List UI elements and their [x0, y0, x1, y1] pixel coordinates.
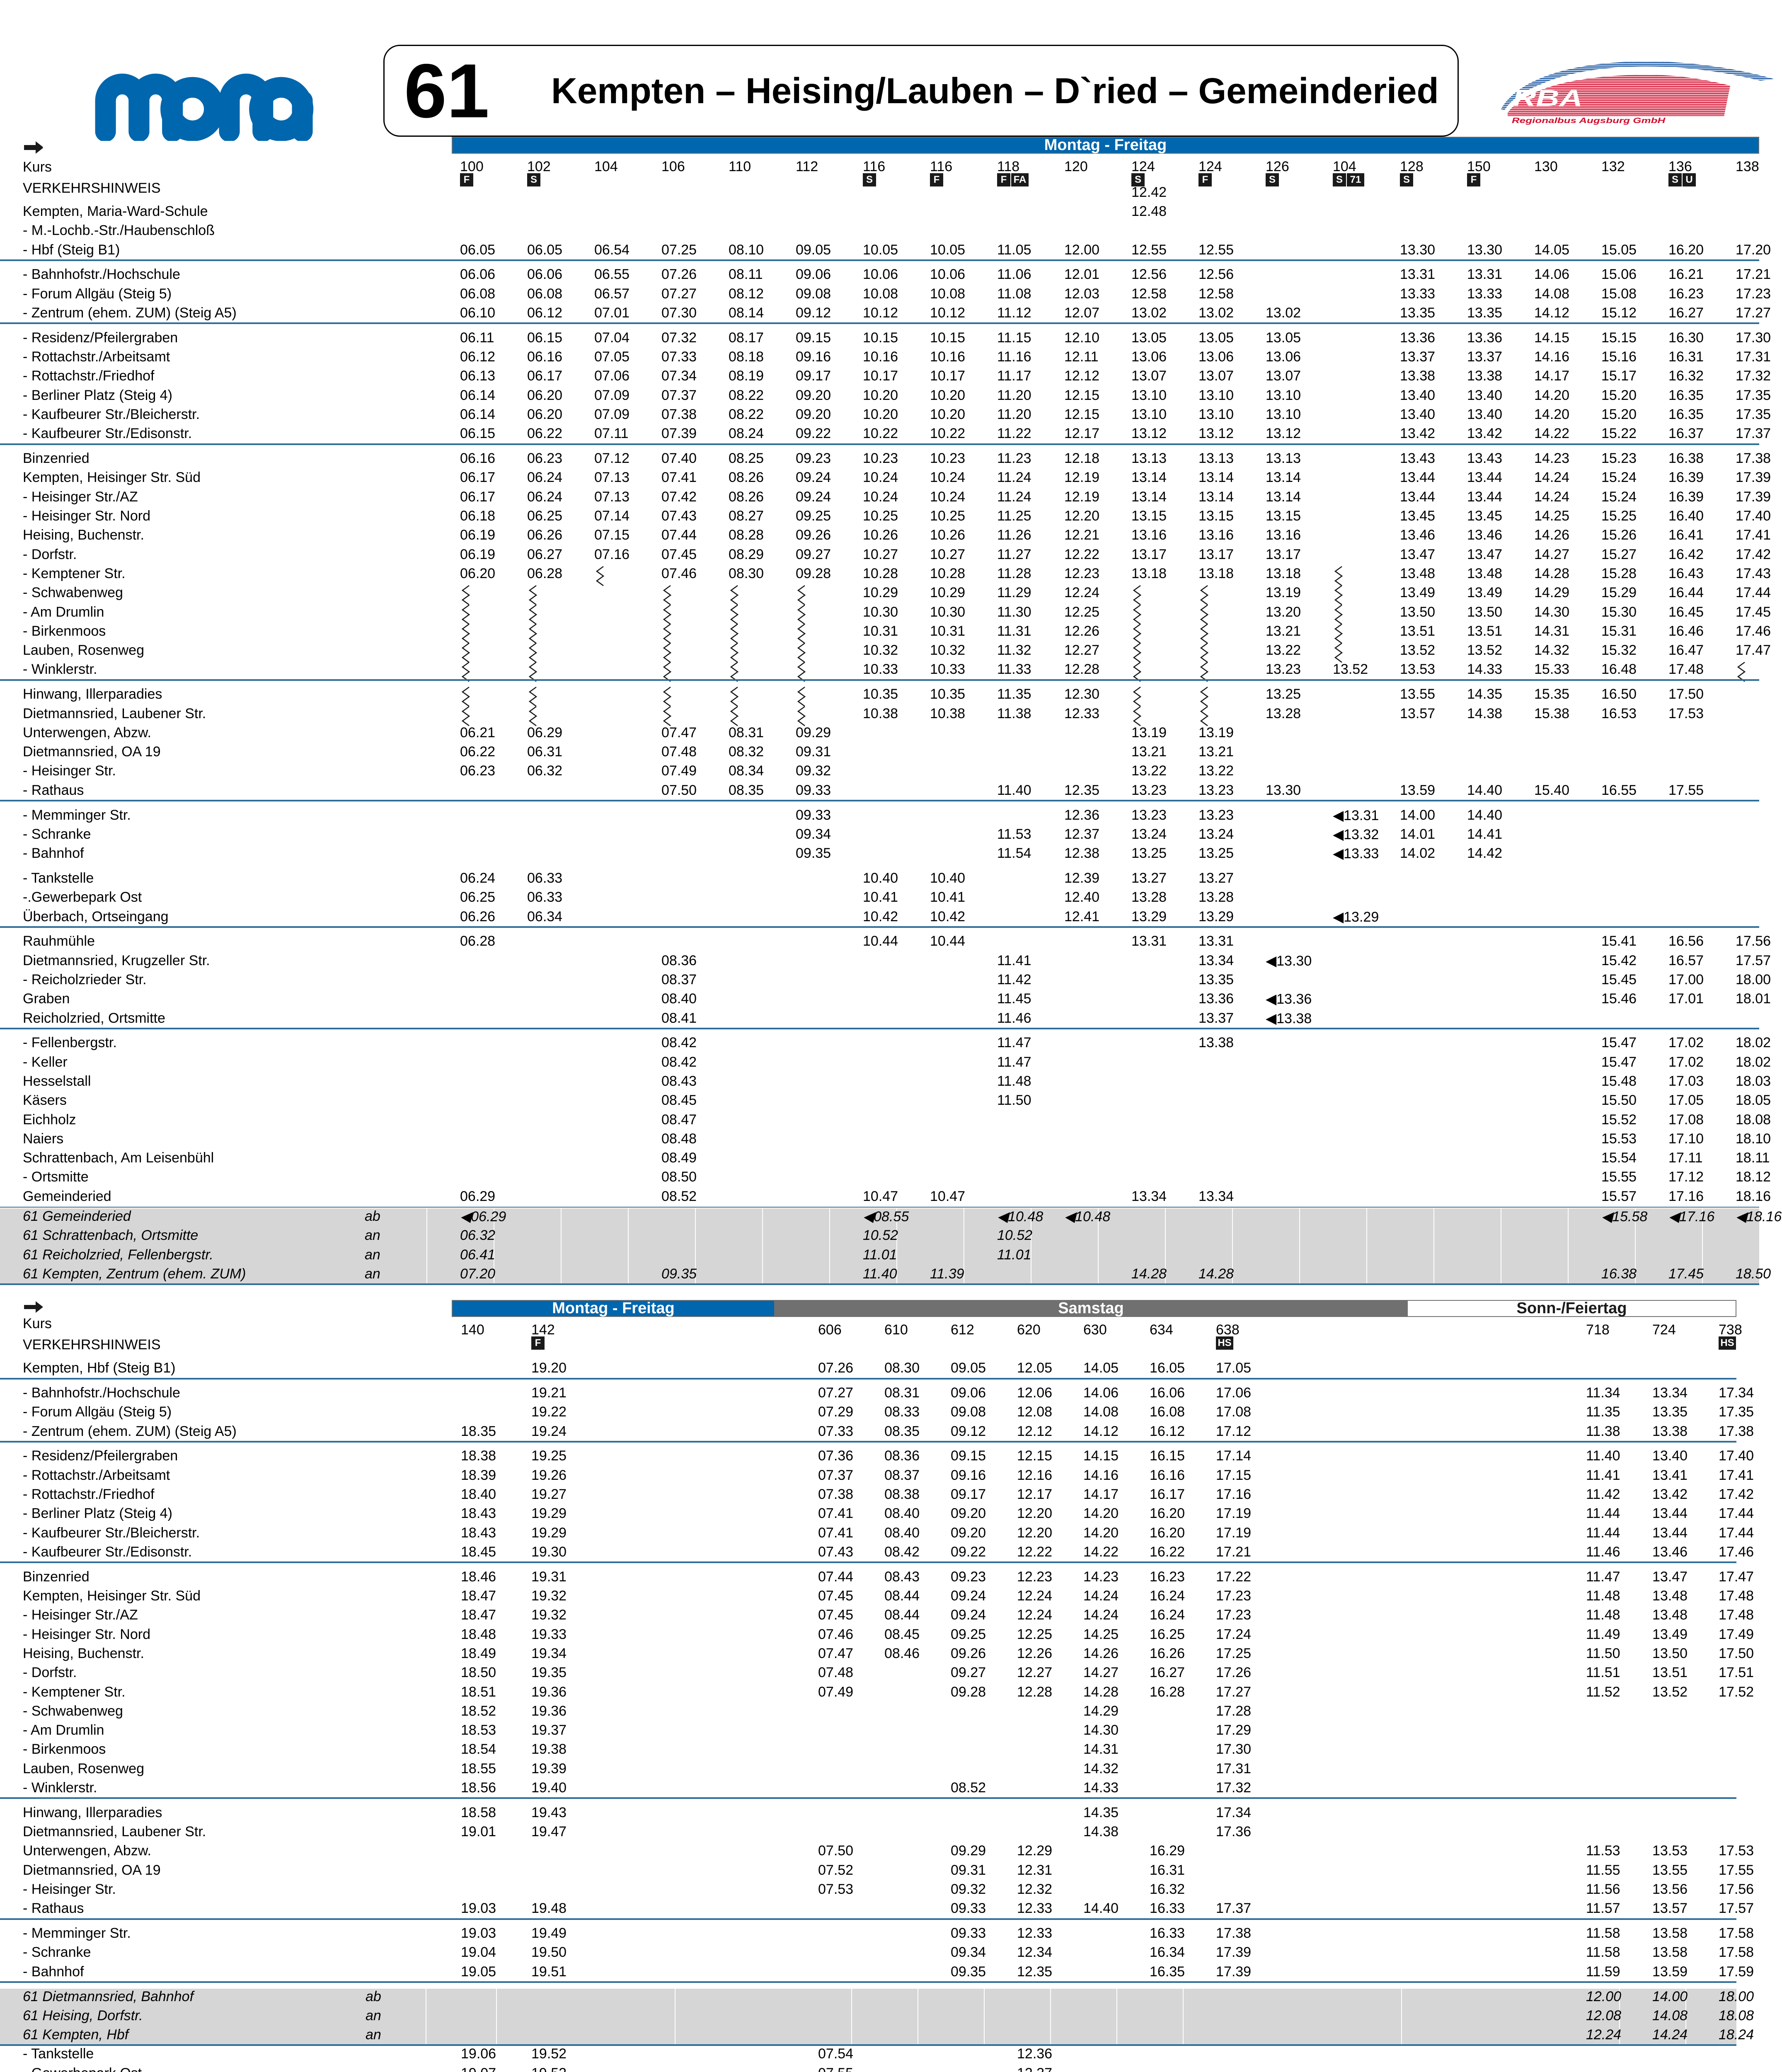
svg-text:RBA: RBA: [1513, 85, 1583, 111]
